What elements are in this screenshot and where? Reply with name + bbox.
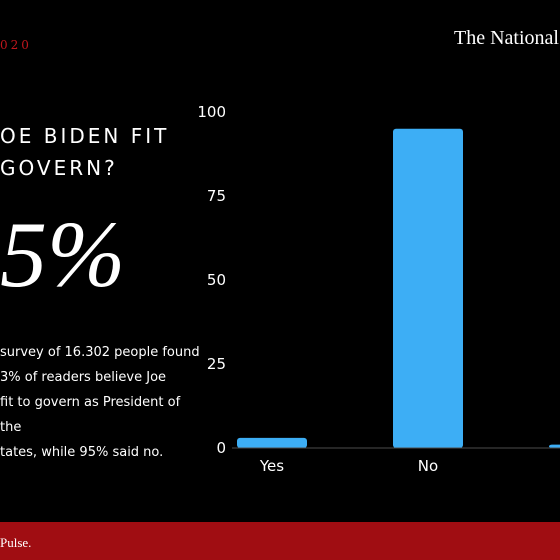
bar-yes	[237, 437, 307, 448]
y-tick-label-4: 100	[197, 103, 226, 121]
question-heading: OE BIDEN FIT GOVERN?	[0, 124, 170, 180]
x-tick-label-no: No	[418, 457, 438, 475]
y-tick-label-1: 25	[207, 355, 226, 373]
date-label: 020	[0, 38, 32, 52]
survey-description: survey of 16.302 people found 3% of read…	[0, 345, 200, 460]
y-tick-label-2: 50	[207, 271, 226, 289]
bar-no	[393, 128, 463, 449]
bar-chart: 0 25 50 75 100 Yes No	[197, 103, 560, 475]
y-tick-label-0: 0	[216, 439, 226, 457]
footer-bar	[0, 522, 560, 560]
y-tick-label-3: 75	[207, 187, 226, 205]
headline-percentage: 5%	[0, 203, 126, 307]
x-tick-label-yes: Yes	[259, 457, 284, 475]
bar-series-2	[549, 444, 560, 448]
brand-name: The National	[454, 27, 559, 49]
footer-text: Pulse.	[0, 535, 32, 550]
